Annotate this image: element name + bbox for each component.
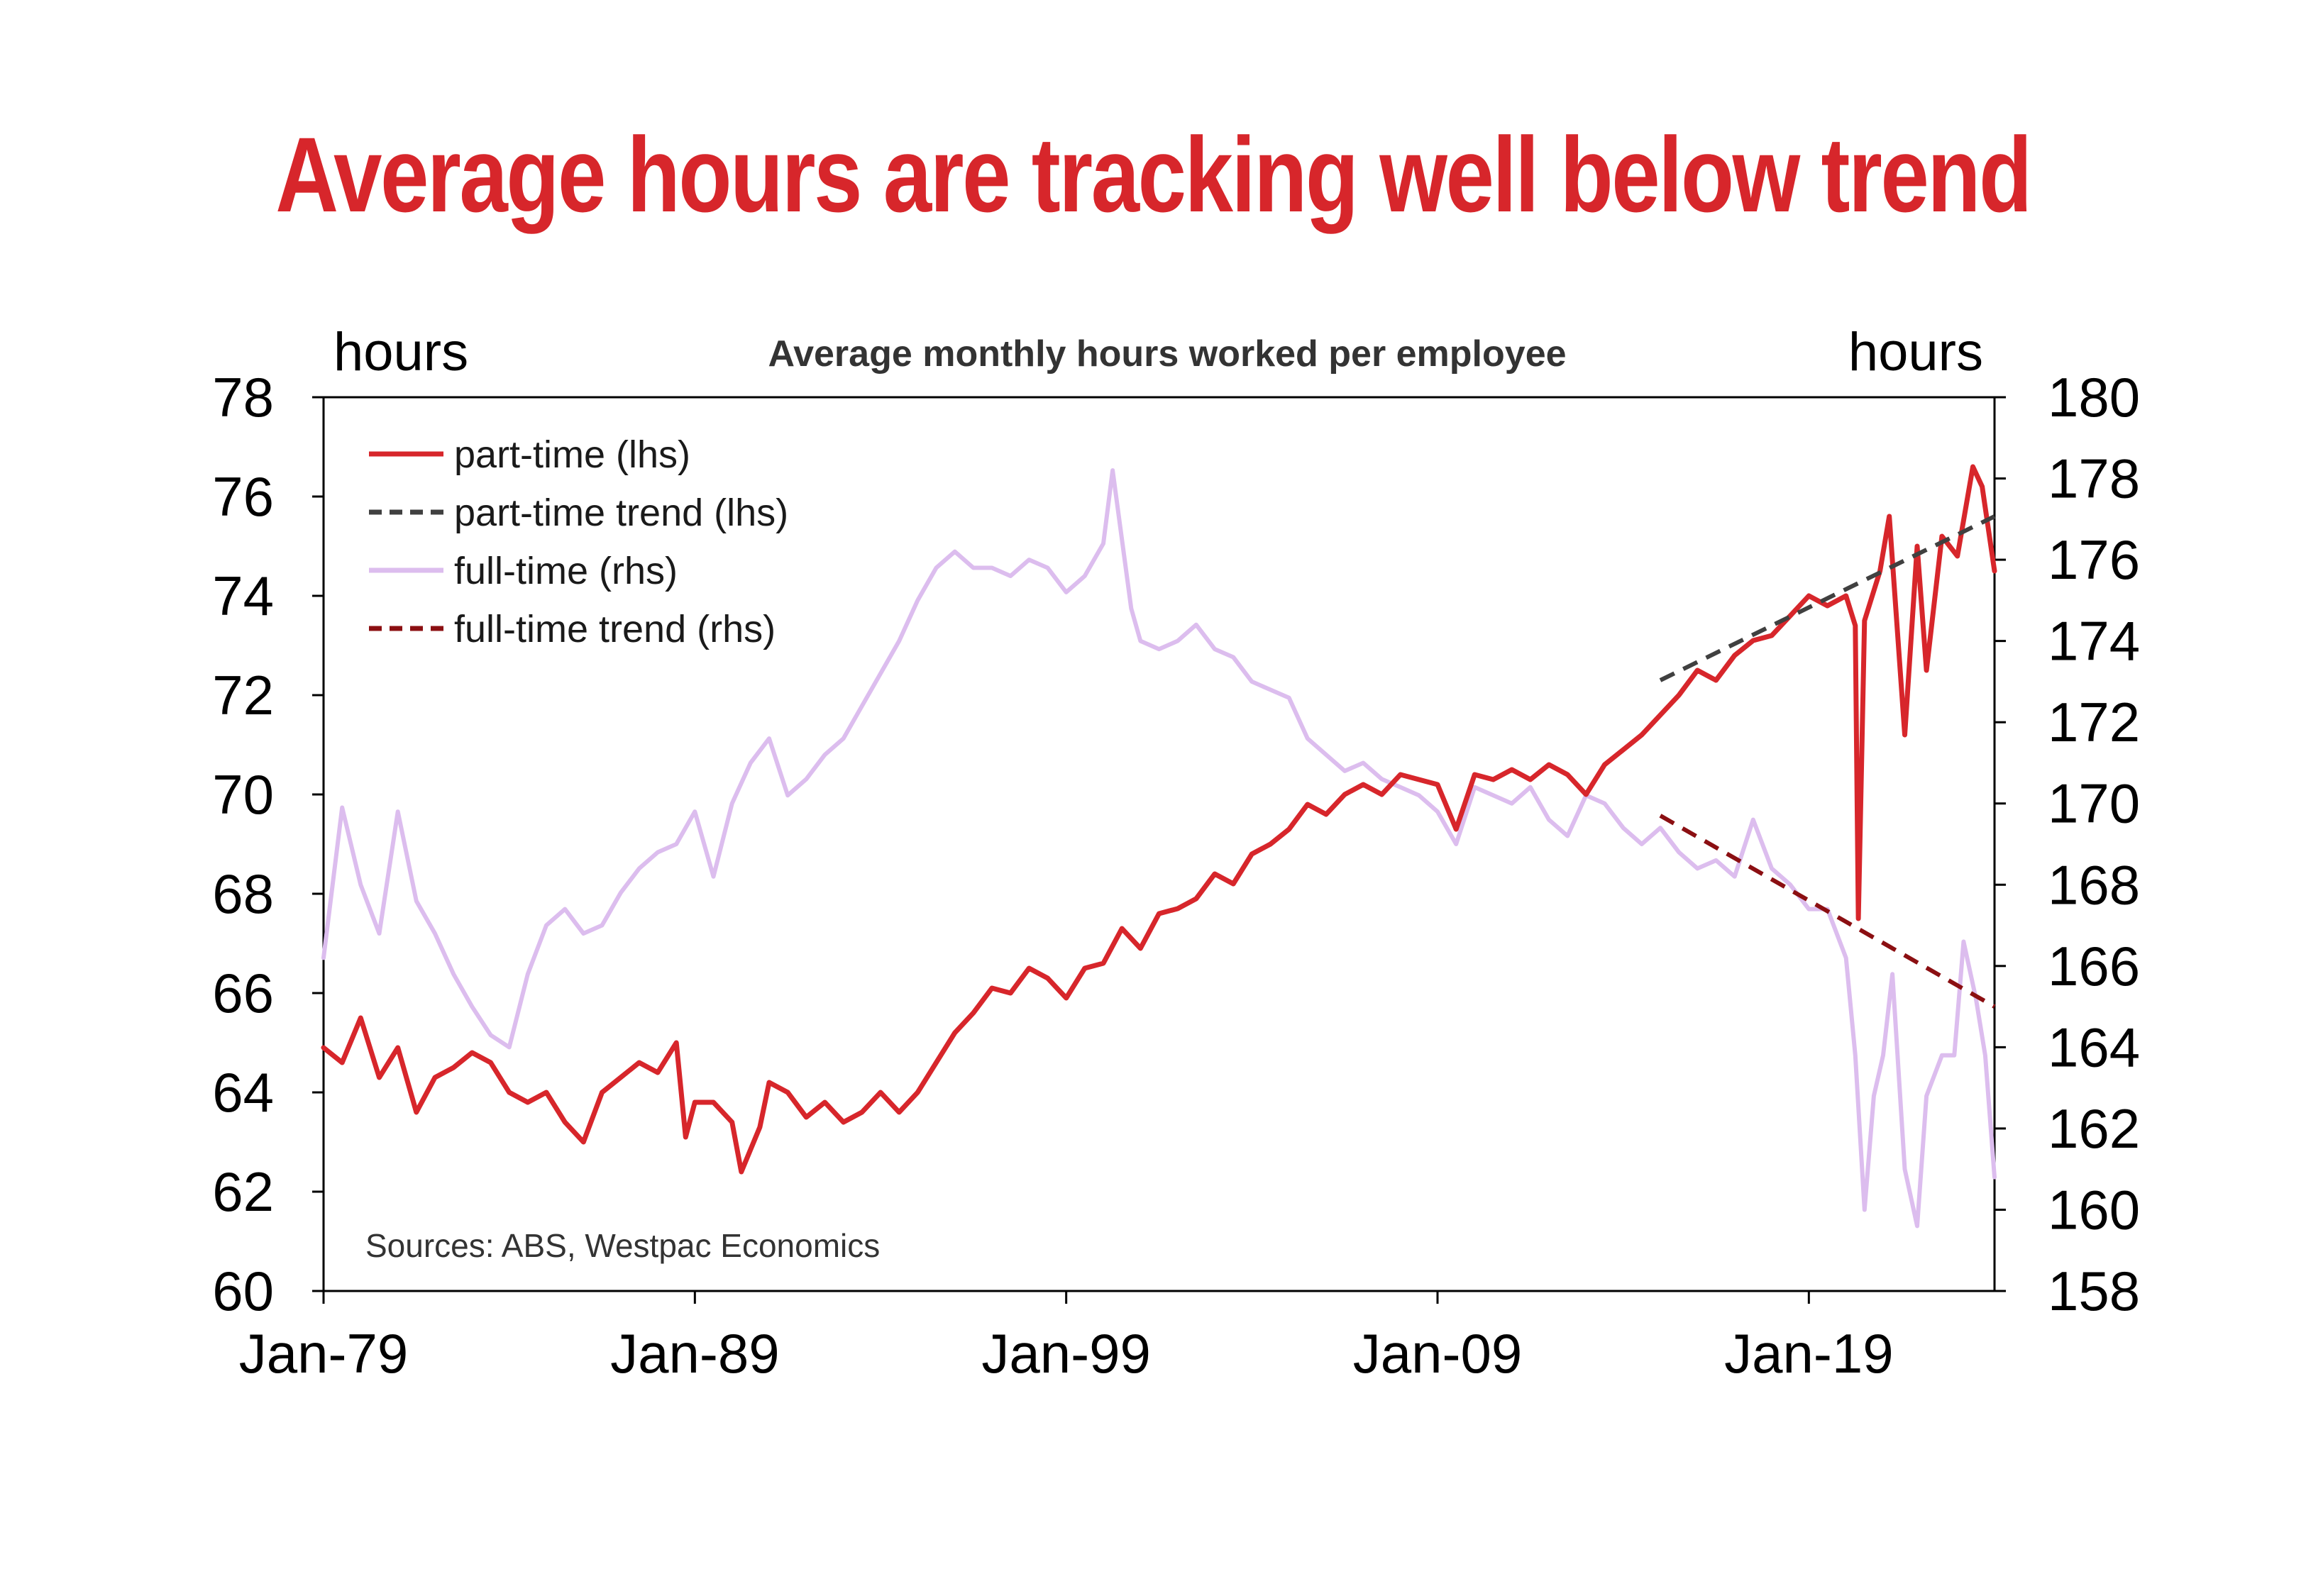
x-axis-ticks: Jan-79 Jan-89 Jan-99 Jan-09 Jan-19 xyxy=(239,1291,1894,1385)
series-full-time xyxy=(321,468,1997,1229)
left-tick-label: 74 xyxy=(212,565,274,627)
right-axis-unit-label: hours xyxy=(1848,322,1983,382)
x-tick-label: Jan-19 xyxy=(1724,1322,1894,1385)
right-tick-label: 170 xyxy=(2048,772,2140,835)
right-tick-label: 178 xyxy=(2048,448,2140,510)
left-tick-label: 72 xyxy=(212,664,274,726)
series-full-time-trend xyxy=(1659,814,1996,1009)
left-tick-label: 78 xyxy=(212,366,274,428)
left-axis-unit-label: hours xyxy=(333,322,468,382)
legend-item-part-time-label: part-time (lhs) xyxy=(454,433,690,476)
legend: part-time (lhs) part-time trend (lhs) full… xyxy=(369,433,788,650)
right-tick-label: 160 xyxy=(2048,1178,2140,1241)
x-tick-label: Jan-09 xyxy=(1353,1322,1523,1385)
x-tick-label: Jan-79 xyxy=(239,1322,409,1385)
series-layer xyxy=(321,464,1997,1229)
left-tick-label: 60 xyxy=(212,1260,274,1322)
right-axis-ticks: 158 160 162 164 166 168 170 172 174 176 178 180 xyxy=(1995,366,2140,1322)
source-note: Sources: ABS, Westpac Economics xyxy=(365,1227,880,1264)
right-tick-label: 174 xyxy=(2048,610,2140,672)
legend-item-full-time-label: full-time (rhs) xyxy=(454,550,678,592)
left-tick-label: 64 xyxy=(212,1061,274,1124)
right-tick-label: 158 xyxy=(2048,1260,2140,1322)
legend-item-part-time-trend-label: part-time trend (lhs) xyxy=(454,492,788,534)
left-tick-label: 68 xyxy=(212,863,274,925)
left-tick-label: 70 xyxy=(212,763,274,826)
left-tick-label: 62 xyxy=(212,1160,274,1223)
chart-subtitle: Average monthly hours worked per employe… xyxy=(768,333,1566,375)
x-tick-label: Jan-89 xyxy=(610,1322,780,1385)
left-axis-ticks: 60 62 64 66 68 70 72 74 76 78 xyxy=(212,366,324,1322)
plot-frame xyxy=(322,396,1996,1292)
right-tick-label: 172 xyxy=(2048,691,2140,753)
legend-item-full-time-trend-label: full-time trend (rhs) xyxy=(454,608,776,650)
left-tick-label: 66 xyxy=(212,962,274,1024)
series-part-time-trend xyxy=(1659,514,1996,682)
right-tick-label: 176 xyxy=(2048,528,2140,591)
right-tick-label: 166 xyxy=(2048,935,2140,997)
left-tick-label: 76 xyxy=(212,465,274,528)
x-tick-label: Jan-99 xyxy=(981,1322,1151,1385)
chart-title: Average hours are tracking well below tr… xyxy=(275,115,2032,234)
right-tick-label: 162 xyxy=(2048,1097,2140,1160)
right-tick-label: 180 xyxy=(2048,366,2140,428)
right-tick-label: 168 xyxy=(2048,853,2140,916)
right-tick-label: 164 xyxy=(2048,1016,2140,1078)
